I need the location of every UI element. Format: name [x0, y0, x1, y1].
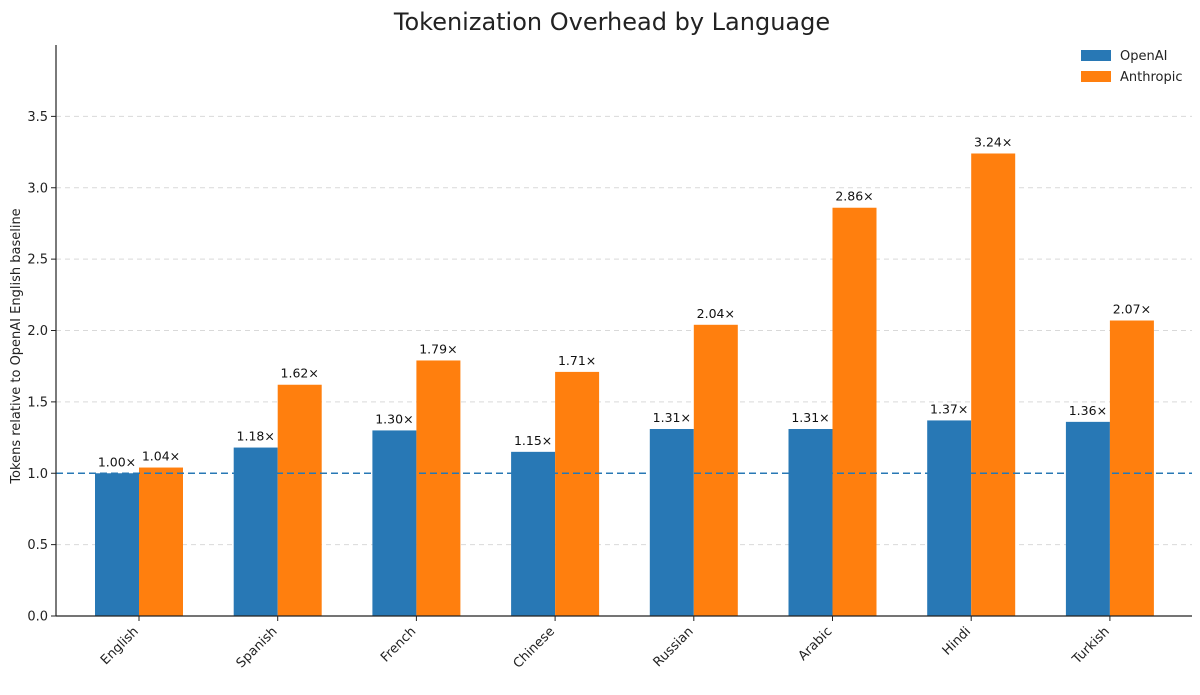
bar-anthropic-english	[139, 467, 183, 616]
legend-label-openai: OpenAI	[1120, 49, 1167, 64]
legend-label-anthropic: Anthropic	[1120, 70, 1183, 85]
data-label: 2.07×	[1113, 302, 1151, 317]
data-label: 1.37×	[930, 401, 968, 416]
bar-anthropic-spanish	[277, 384, 322, 616]
y-axis-label: Tokens relative to OpenAI English baseli…	[9, 208, 24, 484]
bar-anthropic-turkish	[1109, 320, 1154, 616]
y-tick-label: 1.5	[27, 395, 48, 410]
data-label: 1.04×	[142, 449, 180, 464]
y-tick-label: 0.0	[27, 610, 48, 625]
data-label: 1.36×	[1069, 403, 1107, 418]
data-label: 1.18×	[237, 429, 275, 444]
bar-openai-russian	[649, 428, 694, 616]
data-label: 1.62×	[281, 366, 319, 381]
data-label: 2.04×	[697, 306, 735, 321]
data-label: 1.79×	[419, 341, 457, 356]
y-tick-label: 1.0	[27, 467, 48, 482]
bar-openai-english	[95, 473, 139, 616]
legend-swatch-anthropic	[1081, 71, 1111, 82]
bar-anthropic-hindi	[971, 153, 1016, 617]
x-tick-label: Russian	[651, 624, 697, 670]
bar-anthropic-chinese	[555, 371, 600, 616]
axes: 0.0 0.5 1.0 1.5 2.0 2.5 3.0 3.5 English Spanish Fr…	[27, 45, 1192, 672]
bar-anthropic-french	[416, 360, 461, 616]
x-tick-label: Turkish	[1069, 624, 1113, 668]
bar-openai-french	[372, 430, 417, 616]
x-tick-label: Spanish	[234, 624, 281, 671]
bar-anthropic-russian	[693, 324, 738, 616]
data-label: 1.71×	[558, 353, 596, 368]
data-label: 1.31×	[791, 410, 829, 425]
data-label: 1.31×	[653, 410, 691, 425]
y-tick-label: 3.5	[27, 110, 48, 125]
bar-openai-turkish	[1065, 421, 1110, 616]
bar-openai-arabic	[788, 428, 833, 616]
data-label: 1.30×	[375, 411, 413, 426]
y-tick-label: 3.0	[27, 181, 48, 196]
chart-title: Tokenization Overhead by Language	[393, 8, 830, 36]
data-label: 3.24×	[974, 134, 1012, 149]
data-label: 1.00×	[98, 454, 136, 469]
bar-openai-hindi	[927, 420, 972, 616]
data-label: 2.86×	[835, 189, 873, 204]
bar-anthropic-arabic	[832, 207, 877, 617]
y-tick-label: 0.5	[27, 538, 48, 553]
x-tick-label: French	[378, 624, 419, 665]
bar-openai-spanish	[233, 447, 278, 616]
gridlines	[56, 115, 1192, 546]
y-tick-label: 2.5	[27, 253, 48, 268]
data-labels: 1.00× 1.04× 1.18× 1.62× 1.30× 1.79× 1.15× 1.71×…	[98, 134, 1151, 469]
x-tick-label: English	[98, 624, 142, 668]
legend-swatch-openai	[1081, 50, 1111, 61]
x-tick-label: Chinese	[511, 624, 558, 671]
y-tick-label: 2.0	[27, 324, 48, 339]
x-tick-label: Hindi	[940, 624, 974, 658]
legend: OpenAI Anthropic	[1081, 49, 1183, 85]
bar-openai-chinese	[511, 451, 556, 616]
x-tick-label: Arabic	[796, 624, 836, 664]
data-label: 1.15×	[514, 433, 552, 448]
bars	[95, 153, 1154, 617]
